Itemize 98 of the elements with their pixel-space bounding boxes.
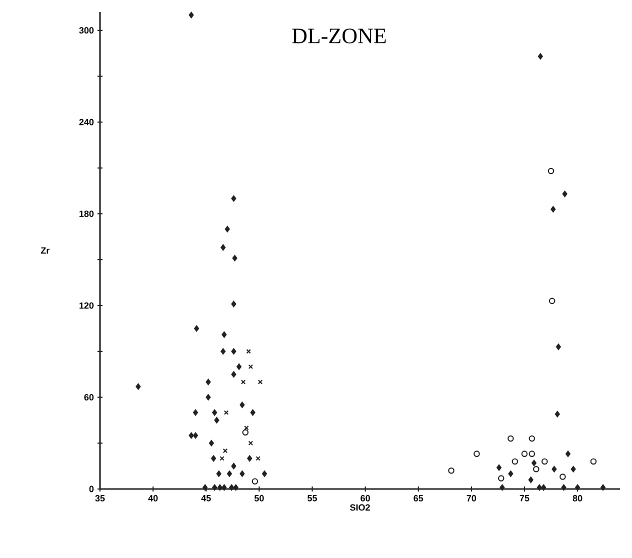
- point: [562, 190, 568, 198]
- point: [136, 383, 141, 390]
- point: [206, 378, 211, 386]
- point: [232, 254, 238, 262]
- point: [194, 325, 200, 332]
- point: [229, 484, 234, 491]
- point: [248, 440, 254, 446]
- point: [552, 466, 557, 472]
- point: [474, 450, 480, 457]
- point: [448, 468, 454, 474]
- point: [211, 455, 216, 462]
- point: [521, 450, 528, 457]
- point: [216, 470, 222, 477]
- point: [556, 344, 561, 350]
- x-tick-label: 40: [148, 495, 158, 502]
- point: [533, 466, 540, 472]
- point: [222, 331, 227, 338]
- x-tick-label: 65: [414, 495, 424, 502]
- point: [500, 484, 505, 491]
- point: [188, 12, 194, 18]
- point: [541, 484, 546, 491]
- point: [258, 380, 263, 384]
- y-tick-label: 120: [80, 302, 94, 309]
- point: [231, 462, 236, 470]
- x-axis-title: SIO2: [350, 504, 370, 511]
- x-tick-label: 45: [201, 495, 211, 502]
- point: [212, 409, 218, 416]
- point: [231, 348, 236, 355]
- point: [498, 475, 504, 482]
- point: [548, 298, 556, 304]
- point: [212, 484, 218, 491]
- point: [220, 348, 226, 355]
- point: [226, 470, 232, 477]
- x-tick-label: 70: [466, 495, 476, 502]
- point: [214, 417, 220, 424]
- point: [548, 168, 554, 174]
- point: [247, 455, 252, 462]
- point: [528, 476, 534, 483]
- point: [262, 470, 267, 477]
- point: [202, 484, 208, 491]
- point: [508, 435, 514, 442]
- y-tick-label: 300: [79, 27, 94, 34]
- point: [252, 478, 258, 485]
- y-tick-label: 180: [80, 210, 94, 217]
- point: [222, 448, 228, 454]
- point: [206, 394, 211, 400]
- point: [250, 409, 256, 416]
- point: [240, 380, 246, 384]
- point: [240, 470, 245, 477]
- point: [240, 402, 245, 408]
- y-tick-label: 0: [89, 486, 94, 492]
- point: [590, 458, 597, 465]
- point: [224, 410, 229, 415]
- point: [536, 484, 542, 491]
- point: [220, 244, 226, 251]
- point: [242, 429, 249, 436]
- point: [246, 349, 251, 354]
- point: [217, 484, 222, 491]
- point: [231, 195, 236, 202]
- point: [256, 456, 261, 461]
- point: [188, 432, 194, 439]
- point: [560, 474, 566, 480]
- point: [528, 450, 536, 457]
- point: [554, 410, 560, 418]
- y-axis-title: Zr: [40, 247, 50, 254]
- point: [208, 440, 214, 446]
- point: [561, 484, 566, 491]
- point: [550, 206, 556, 212]
- point: [542, 458, 548, 465]
- text: DL-ZONE: [292, 28, 386, 44]
- point: [600, 484, 606, 491]
- point: [193, 432, 198, 439]
- point: [570, 466, 576, 472]
- x-tick-label: 35: [95, 495, 105, 502]
- point: [233, 484, 238, 491]
- point: [496, 464, 502, 471]
- x-tick-label: 55: [308, 495, 317, 502]
- x-tick-label: 60: [360, 495, 370, 502]
- point: [231, 371, 236, 378]
- point: [224, 226, 230, 232]
- point: [222, 484, 227, 491]
- point: [193, 409, 198, 416]
- point: [528, 435, 536, 442]
- y-tick-label: 240: [79, 118, 94, 126]
- point: [508, 470, 514, 477]
- point: [248, 364, 254, 370]
- point: [231, 300, 236, 308]
- x-tick-label: 75: [520, 495, 530, 502]
- point: [566, 450, 570, 457]
- x-tick-label: 80: [572, 495, 582, 502]
- point: [512, 458, 518, 465]
- y-tick-label: 60: [84, 394, 94, 400]
- point: [532, 460, 537, 466]
- point: [575, 484, 580, 491]
- point: [220, 456, 224, 461]
- point: [236, 364, 242, 370]
- x-tick-label: 50: [254, 495, 264, 502]
- point: [538, 53, 543, 60]
